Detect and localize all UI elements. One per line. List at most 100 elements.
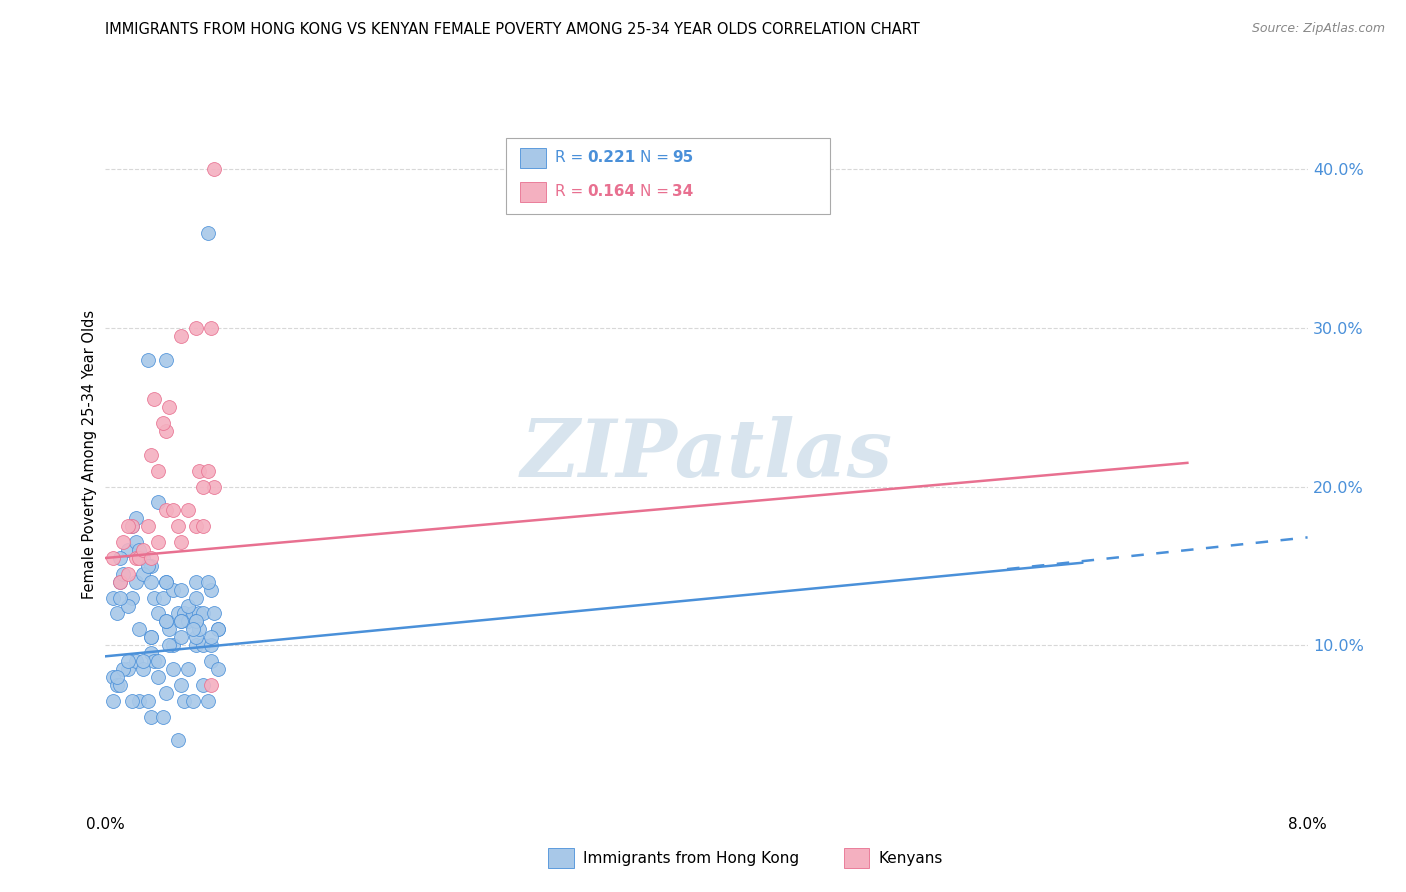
Text: ZIPatlas: ZIPatlas <box>520 417 893 493</box>
Point <box>142 654 165 668</box>
Point <box>177 662 200 676</box>
Point <box>177 599 200 613</box>
Point <box>169 535 191 549</box>
Text: Kenyans: Kenyans <box>879 851 943 865</box>
Point <box>152 709 174 723</box>
Point <box>117 662 139 676</box>
Point <box>155 503 177 517</box>
Point <box>124 551 146 566</box>
Point <box>124 654 146 668</box>
Point <box>139 574 162 589</box>
Point <box>177 615 200 629</box>
Point <box>142 392 165 407</box>
Point <box>166 607 188 621</box>
Point <box>207 662 229 676</box>
Point <box>112 535 135 549</box>
Point <box>184 321 207 335</box>
Point <box>173 694 195 708</box>
Point <box>191 607 214 621</box>
Point <box>121 591 143 605</box>
Point <box>146 464 169 478</box>
Point <box>152 591 174 605</box>
Point <box>110 678 132 692</box>
Point <box>112 566 135 581</box>
Point <box>117 599 139 613</box>
Point <box>139 709 162 723</box>
Point <box>169 615 191 629</box>
Point <box>181 694 204 708</box>
Point <box>136 519 159 533</box>
Point <box>121 694 143 708</box>
Point <box>152 416 174 430</box>
Point <box>202 607 225 621</box>
Point <box>117 654 139 668</box>
Point <box>155 352 177 367</box>
Point <box>157 638 180 652</box>
Point <box>184 630 207 644</box>
Point <box>117 566 139 581</box>
Point <box>184 638 207 652</box>
Y-axis label: Female Poverty Among 25-34 Year Olds: Female Poverty Among 25-34 Year Olds <box>82 310 97 599</box>
Point <box>200 678 222 692</box>
Point <box>184 574 207 589</box>
Point <box>155 615 177 629</box>
Point <box>200 630 222 644</box>
Point <box>155 574 177 589</box>
Point <box>184 519 207 533</box>
Point <box>124 511 146 525</box>
Point <box>169 630 191 644</box>
Point <box>139 646 162 660</box>
Point <box>155 615 177 629</box>
Point <box>139 448 162 462</box>
Point <box>110 574 132 589</box>
Point <box>207 623 229 637</box>
Point <box>110 551 132 566</box>
Point <box>136 694 159 708</box>
Point <box>157 623 180 637</box>
Point <box>207 623 229 637</box>
Point <box>200 321 222 335</box>
Point <box>155 574 177 589</box>
Point <box>136 352 159 367</box>
Text: N =: N = <box>640 151 673 165</box>
Point <box>184 615 207 629</box>
Point <box>191 480 214 494</box>
Point <box>200 638 222 652</box>
Point <box>101 694 124 708</box>
Point <box>184 591 207 605</box>
Point <box>187 464 209 478</box>
Point <box>146 607 169 621</box>
Text: Immigrants from Hong Kong: Immigrants from Hong Kong <box>583 851 800 865</box>
Point <box>121 519 143 533</box>
Point <box>191 678 214 692</box>
Point <box>191 638 214 652</box>
Point <box>124 535 146 549</box>
Text: Source: ZipAtlas.com: Source: ZipAtlas.com <box>1251 22 1385 36</box>
Text: 34: 34 <box>672 185 693 199</box>
Point <box>169 678 191 692</box>
Point <box>187 607 209 621</box>
Point <box>128 694 150 708</box>
Text: 0.221: 0.221 <box>588 151 636 165</box>
Point <box>169 615 191 629</box>
Point <box>139 551 162 566</box>
Point <box>197 226 219 240</box>
Point <box>162 638 184 652</box>
Text: R =: R = <box>555 185 589 199</box>
Point <box>142 591 165 605</box>
Point <box>146 535 169 549</box>
Point <box>162 582 184 597</box>
Point <box>132 543 155 558</box>
Point <box>110 591 132 605</box>
Text: N =: N = <box>640 185 673 199</box>
Point <box>169 582 191 597</box>
Point <box>173 607 195 621</box>
Point <box>110 574 132 589</box>
Point <box>136 558 159 573</box>
Point <box>146 670 169 684</box>
Point <box>146 495 169 509</box>
Point <box>101 551 124 566</box>
Point <box>191 519 214 533</box>
Point <box>200 654 222 668</box>
Point <box>146 654 169 668</box>
